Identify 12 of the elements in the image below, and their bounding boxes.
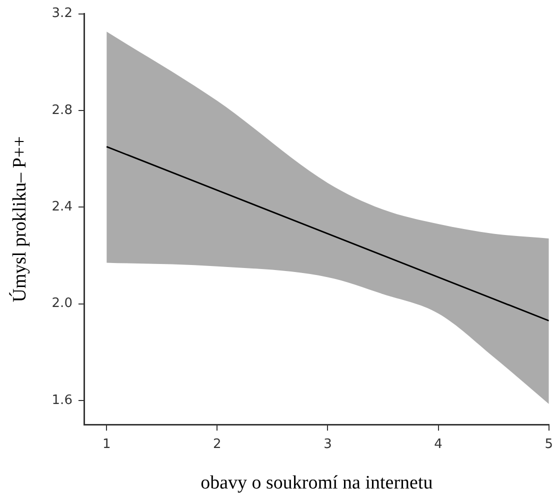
- y-axis-title: Úmysl prokliku– P++: [8, 136, 30, 302]
- x-tick-label: 1: [102, 436, 111, 452]
- x-tick-label: 5: [544, 436, 554, 452]
- x-axis-title: obavy o soukromí na internetu: [200, 472, 434, 494]
- y-tick-label: 2.0: [52, 296, 72, 312]
- y-tick-label: 1.6: [52, 392, 72, 408]
- y-tick-label: 2.4: [52, 199, 72, 214]
- y-tick-label: 3.2: [52, 6, 72, 22]
- x-tick-label: 4: [434, 436, 442, 452]
- y-tick-label: 2.8: [52, 102, 72, 118]
- x-tick-label: 2: [213, 436, 222, 452]
- x-tick-label: 3: [324, 436, 332, 452]
